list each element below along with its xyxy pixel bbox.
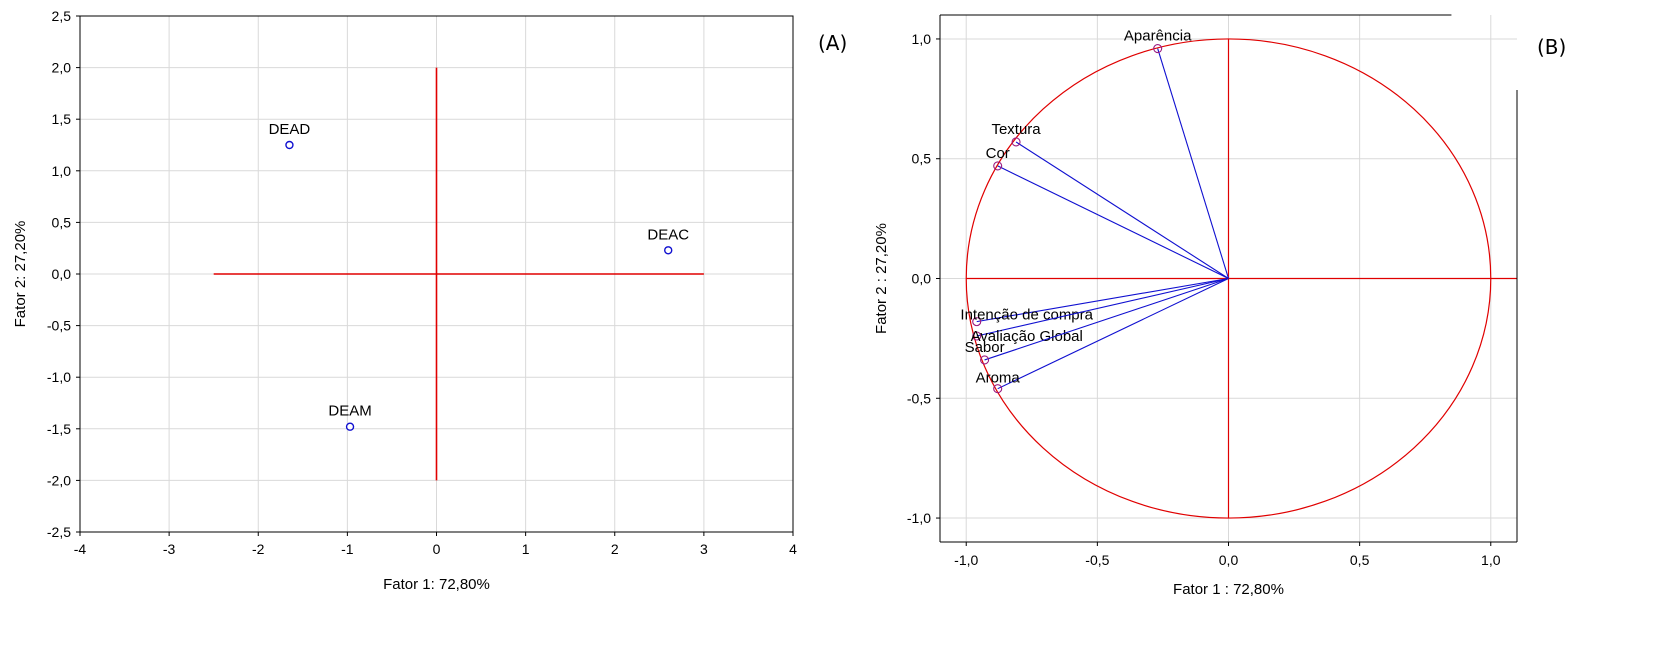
vector-sabor [984,277,1229,361]
panel-b-y-tick-label: -1,0 [907,510,931,526]
panel-a-y-tick-labels: 2,5 2,0 1,5 1,0 0,5 0,0 -0,5 -1,0 -1,5 -2,0 -2,5 [47,8,80,540]
panel-a-reference-lines [213,67,704,481]
panel-a-y-axis-title: Fator 2: 27,20% [12,221,29,328]
vector-marker-textura [1011,137,1021,147]
panel-a-x-tick-label: 4 [789,541,797,557]
panel-b-x-tick-labels: -1,0 -0,5 0,0 0,5 1,0 [954,542,1501,568]
vector-aroma [997,278,1229,390]
panel-a-x-tick-label: 1 [522,541,530,557]
panel-a-y-tick-label: -2,0 [47,472,71,488]
panel-b-x-axis-title: Fator 1 : 72,80% [1173,581,1284,598]
data-point-dead [285,140,294,150]
panel-a-x-tick-label: -2 [252,541,265,557]
vector-label-avaliacao-global: Avaliação Global [971,328,1083,345]
vector-marker-aparencia [1153,43,1163,54]
vector-label-cor: Cor [986,145,1010,162]
panel-b-x-tick-label: -0,5 [1085,552,1109,568]
panel-b-y-tick-label: 1,0 [912,31,932,47]
panel-b-y-tick-label: -0,5 [907,390,931,406]
vector-marker-aroma [993,384,1003,394]
panel-a-y-tick-label: -1,5 [47,421,71,437]
data-point-deam [345,422,355,431]
panel-b-label: (B) [1537,35,1566,59]
panel-a-y-tick-label: 0,5 [52,214,72,230]
panel-a-factor-scores: DEAD DEAC DEAM -4 -3 -2 -1 0 1 2 3 4 2,5 2,0 1,5 1,0 0… [12,8,847,593]
panel-a-x-tick-label: -3 [163,541,176,557]
vector-intencao-de-compra [976,277,1229,323]
panel-b-x-tick-label: -1,0 [954,552,978,568]
panel-b-x-tick-label: 1,0 [1481,552,1501,568]
panel-a-points: DEAD DEAC DEAM [269,121,689,431]
vector-marker-cor [993,161,1003,171]
panel-a-y-tick-label: 0,0 [52,266,72,282]
panel-a-y-tick-label: 1,5 [52,111,72,127]
vector-avaliacao-global [976,277,1229,337]
panel-a-x-tick-label: 2 [611,541,619,557]
panel-b-y-tick-label: 0,0 [912,271,932,287]
panel-a-y-tick-label: 1,0 [52,163,72,179]
vector-marker-sabor [980,355,990,365]
panel-a-y-tick-label: -1,0 [47,369,71,385]
point-label-deac: DEAC [647,226,689,243]
panel-b-vectors: Aparência Textura Cor Intenção de compra Ava… [960,28,1230,394]
panel-a-x-tick-label: -4 [74,541,87,557]
panel-a-x-axis-title: Fator 1: 72,80% [383,576,490,593]
vector-label-aparencia: Aparência [1124,28,1192,45]
vector-label-intencao-de-compra: Intenção de compra [960,307,1093,324]
vector-textura [1015,141,1229,279]
panel-b-correlation-circle: Aparência Textura Cor Intenção de compra Ava… [873,14,1566,598]
panel-b-y-axis-title: Fator 2 : 27,20% [873,223,890,334]
vector-cor [997,165,1229,279]
panel-b-circle-and-axes [965,38,1517,519]
panel-a-x-tick-label: -1 [341,541,354,557]
data-point-deac [664,246,673,255]
panel-a-y-tick-label: -2,5 [47,524,71,540]
vector-aparencia [1157,48,1230,279]
panel-a-x-tick-label: 0 [433,541,441,557]
panel-a-x-tick-labels: -4 -3 -2 -1 0 1 2 3 4 [74,532,797,557]
panel-b-y-tick-labels: 1,0 0,5 0,0 -0,5 -1,0 [907,31,940,526]
vector-marker-intencao-de-compra [972,317,982,327]
point-label-dead: DEAD [269,121,311,138]
panel-b-x-tick-label: 0,5 [1350,552,1370,568]
panel-b-y-tick-label: 0,5 [912,151,932,167]
vector-label-aroma: Aroma [976,370,1021,387]
panel-a-y-tick-label: 2,0 [52,60,72,76]
vector-label-textura: Textura [991,121,1041,138]
panel-b-x-tick-label: 0,0 [1219,552,1239,568]
panel-a-label: (A) [818,31,847,55]
panel-a-x-tick-label: 3 [700,541,708,557]
vector-marker-avaliacao-global [972,331,982,341]
panel-a-y-tick-label: -0,5 [47,318,71,334]
vector-label-sabor: Sabor [965,339,1005,356]
panel-a-y-tick-label: 2,5 [52,8,72,24]
point-label-deam: DEAM [328,403,371,420]
